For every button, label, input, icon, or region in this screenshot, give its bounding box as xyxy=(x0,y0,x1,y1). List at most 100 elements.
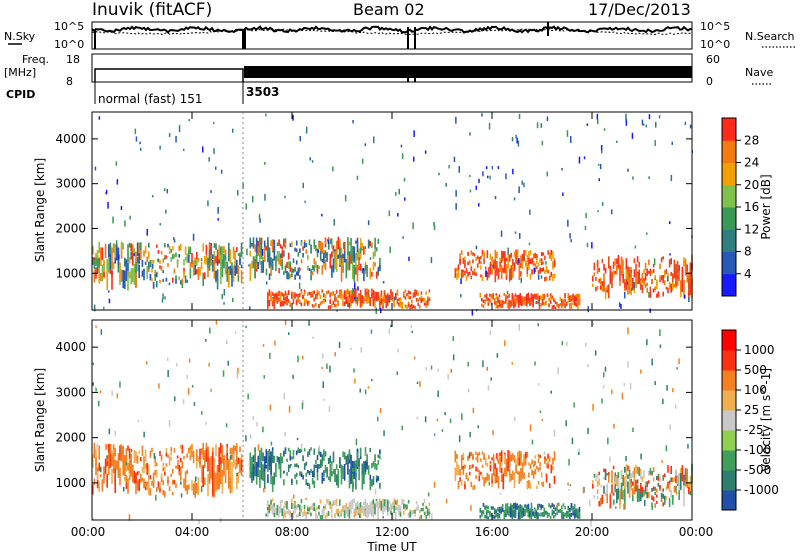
power-echo-cell xyxy=(202,243,204,252)
power-echo-cell xyxy=(120,245,123,257)
velocity-echo-cell xyxy=(475,451,477,455)
power-echo-cell xyxy=(648,270,650,274)
power-echo-cell xyxy=(103,265,105,270)
velocity-scatter-cell xyxy=(573,402,575,408)
power-echo-cell xyxy=(635,275,637,288)
velocity-echo-cell xyxy=(299,511,301,517)
velocity-echo-cell xyxy=(229,447,232,455)
power-echo-cell xyxy=(136,242,139,257)
velocity-echo-cell xyxy=(270,451,272,462)
power-scatter-cell xyxy=(546,116,549,121)
power-echo-cell xyxy=(417,298,419,302)
velocity-echo-cell xyxy=(620,482,623,499)
velocity-scatter-cell xyxy=(234,331,237,334)
velocity-echo-cell xyxy=(210,455,212,479)
power-echo-cell xyxy=(154,274,156,281)
velocity-scatter-cell xyxy=(195,476,197,481)
velocity-echo-cell xyxy=(485,515,488,519)
velocity-scatter-cell xyxy=(265,513,267,517)
velocity-echo-cell xyxy=(547,453,549,459)
velocity-echo-cell xyxy=(633,467,636,483)
power-echo-cell xyxy=(172,277,174,283)
power-scatter-cell xyxy=(455,190,457,197)
power-scatter-cell xyxy=(94,166,97,171)
velocity-scatter-cell xyxy=(180,481,182,485)
velocity-echo-cell xyxy=(165,448,168,453)
velocity-echo-cell xyxy=(279,462,282,473)
power-echo-cell xyxy=(200,258,203,262)
power-scatter-cell xyxy=(684,121,687,126)
power-echo-cell xyxy=(561,302,563,306)
power-echo-cell xyxy=(508,293,510,298)
velocity-echo-cell xyxy=(592,480,594,485)
velocity-echo-cell xyxy=(189,455,192,461)
power-scatter-cell xyxy=(601,202,604,206)
power-scatter-cell xyxy=(616,140,618,143)
velocity-echo-cell xyxy=(154,461,156,467)
power-echo-cell xyxy=(548,303,550,308)
velocity-echo-cell xyxy=(321,515,323,520)
power-echo-cell xyxy=(459,253,461,261)
power-echo-cell xyxy=(526,273,529,277)
velocity-echo-cell xyxy=(165,452,168,457)
power-echo-cell xyxy=(311,271,314,276)
power-scatter-cell xyxy=(364,143,366,147)
power-scatter-cell xyxy=(354,282,356,290)
power-echo-cell xyxy=(331,303,333,308)
power-echo-cell xyxy=(340,292,343,300)
velocity-echo-cell xyxy=(572,507,574,511)
velocity-colorbar-tick-label: -100 xyxy=(744,443,771,457)
velocity-echo-cell xyxy=(482,511,485,515)
velocity-echo-cell xyxy=(319,459,322,469)
power-scatter-cell xyxy=(400,144,403,148)
velocity-colorbar-block xyxy=(722,350,736,371)
power-scatter-cell xyxy=(388,210,391,217)
velocity-echo-cell xyxy=(327,499,330,503)
power-echo-cell xyxy=(347,260,349,271)
velocity-scatter-cell xyxy=(541,418,544,422)
power-echo-cell xyxy=(532,260,535,266)
velocity-echo-cell xyxy=(395,506,397,510)
velocity-echo-cell xyxy=(420,508,423,512)
power-echo-cell xyxy=(578,300,581,306)
power-echo-cell xyxy=(385,295,387,300)
power-echo-cell xyxy=(422,297,424,302)
velocity-echo-cell xyxy=(212,451,214,477)
power-echo-cell xyxy=(286,262,288,268)
power-echo-cell xyxy=(239,252,241,264)
power-echo-cell xyxy=(399,297,402,301)
power-echo-cell xyxy=(476,255,479,260)
velocity-echo-cell xyxy=(273,455,276,463)
power-echo-cell xyxy=(335,303,338,307)
power-echo-cell xyxy=(530,301,533,305)
velocity-echo-cell xyxy=(295,479,298,485)
velocity-echo-cell xyxy=(281,456,284,462)
velocity-echo-cell xyxy=(489,511,491,515)
power-scatter-cell xyxy=(583,156,586,160)
velocity-echo-cell xyxy=(467,455,469,461)
velocity-echo-cell xyxy=(276,504,279,512)
velocity-echo-cell xyxy=(524,504,526,508)
power-scatter-cell xyxy=(367,220,370,226)
velocity-echo-cell xyxy=(232,445,235,454)
power-echo-cell xyxy=(383,294,386,303)
power-echo-cell xyxy=(132,268,134,283)
velocity-echo-cell xyxy=(307,470,309,474)
velocity-echo-cell xyxy=(683,485,685,495)
power-scatter-echoes xyxy=(93,113,693,316)
power-scatter-cell xyxy=(304,200,306,204)
velocity-scatter-cell xyxy=(646,339,648,346)
power-echo-cell xyxy=(673,283,676,288)
velocity-scatter-cell xyxy=(578,451,580,455)
power-echo-cell xyxy=(335,240,338,258)
velocity-scatter-cell xyxy=(565,420,567,427)
power-echo-cell xyxy=(534,267,537,272)
power-echo-cell xyxy=(648,259,650,265)
velocity-echo-cell xyxy=(488,455,490,459)
velocity-echo-cell xyxy=(162,489,164,496)
power-echo-cell xyxy=(319,301,322,306)
power-echo-cell xyxy=(508,254,511,262)
power-scatter-cell xyxy=(658,115,661,119)
power-echo-cell xyxy=(300,259,303,264)
power-echo-cell xyxy=(335,297,338,302)
